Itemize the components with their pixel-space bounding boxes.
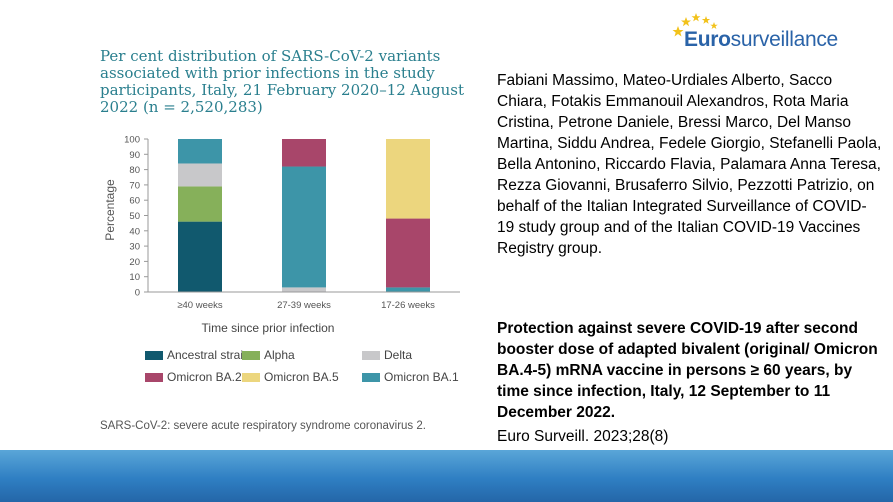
x-axis: ≥40 weeks 27-39 weeks 17-26 weeks: [148, 291, 460, 311]
y-tick-label: 100: [124, 135, 140, 146]
stacked-bar-chart: 0 10 20 30 40 50 60 70 80 90 100 ≥40 weeks 27-39 we…: [103, 135, 460, 384]
legend-swatch: [145, 373, 163, 382]
y-tick-label: 10: [129, 272, 140, 283]
y-tick-label: 70: [129, 180, 140, 191]
bar-segment-omicron-ba-1: [282, 166, 326, 288]
x-axis-label: Time since prior infection: [202, 321, 335, 335]
chart-footnote: SARS-CoV-2: severe acute respiratory syn…: [100, 420, 426, 432]
bar-segment-omicron-ba-1: [178, 139, 222, 164]
bar-segment-omicron-ba-2: [282, 139, 326, 167]
y-tick-label: 60: [129, 196, 140, 207]
bar-segment-omicron-ba-5: [386, 139, 430, 219]
legend-swatch: [145, 351, 163, 360]
legend-swatch: [362, 351, 380, 360]
y-tick-label: 30: [129, 242, 140, 253]
legend-swatch: [242, 373, 260, 382]
y-tick-label: 20: [129, 257, 140, 268]
legend-label: Delta: [384, 348, 412, 362]
legend-swatch: [242, 351, 260, 360]
x-tick-label: 27-39 weeks: [277, 300, 331, 311]
y-axis-label: Percentage: [103, 179, 117, 241]
legend-label: Ancestral strain: [167, 348, 250, 362]
bar-segment-omicron-ba-1: [386, 287, 430, 292]
y-axis: 0 10 20 30 40 50 60 70 80 90 100: [124, 135, 149, 299]
logo-wordmark: Eurosurveillance: [684, 28, 838, 51]
y-tick-label: 0: [135, 288, 140, 299]
bars: [178, 139, 430, 292]
bar-segment-ancestral-strain: [178, 221, 222, 292]
legend-label: Alpha: [264, 348, 295, 362]
chart-title: Per cent distribution of SARS-CoV-2 vari…: [100, 47, 465, 116]
bar-segment-delta: [282, 287, 326, 292]
bar-segment-omicron-ba-2: [386, 218, 430, 288]
paper-title[interactable]: Protection against severe COVID-19 after…: [497, 320, 878, 421]
x-tick-label: ≥40 weeks: [177, 300, 223, 311]
legend-label: Omicron BA.1: [384, 370, 459, 384]
bar-segment-delta: [178, 163, 222, 187]
x-tick-label: 17-26 weeks: [381, 300, 435, 311]
footer-band: [0, 450, 893, 502]
bar-segment-alpha: [178, 186, 222, 222]
legend-label: Omicron BA.2: [167, 370, 242, 384]
y-tick-label: 50: [129, 211, 140, 222]
author-list: Fabiani Massimo, Mateo-Urdiales Alberto,…: [497, 72, 882, 257]
y-tick-label: 90: [129, 150, 140, 161]
stars-icon: [672, 13, 718, 37]
y-tick-label: 40: [129, 226, 140, 237]
legend-label: Omicron BA.5: [264, 370, 339, 384]
legend-swatch: [362, 373, 380, 382]
legend: Ancestral strain Alpha Delta Omicron BA.2 Om…: [145, 348, 459, 384]
journal-citation: Euro Surveill. 2023;28(8): [497, 428, 669, 445]
eurosurveillance-logo[interactable]: Eurosurveillance: [666, 12, 856, 57]
y-tick-label: 80: [129, 165, 140, 176]
